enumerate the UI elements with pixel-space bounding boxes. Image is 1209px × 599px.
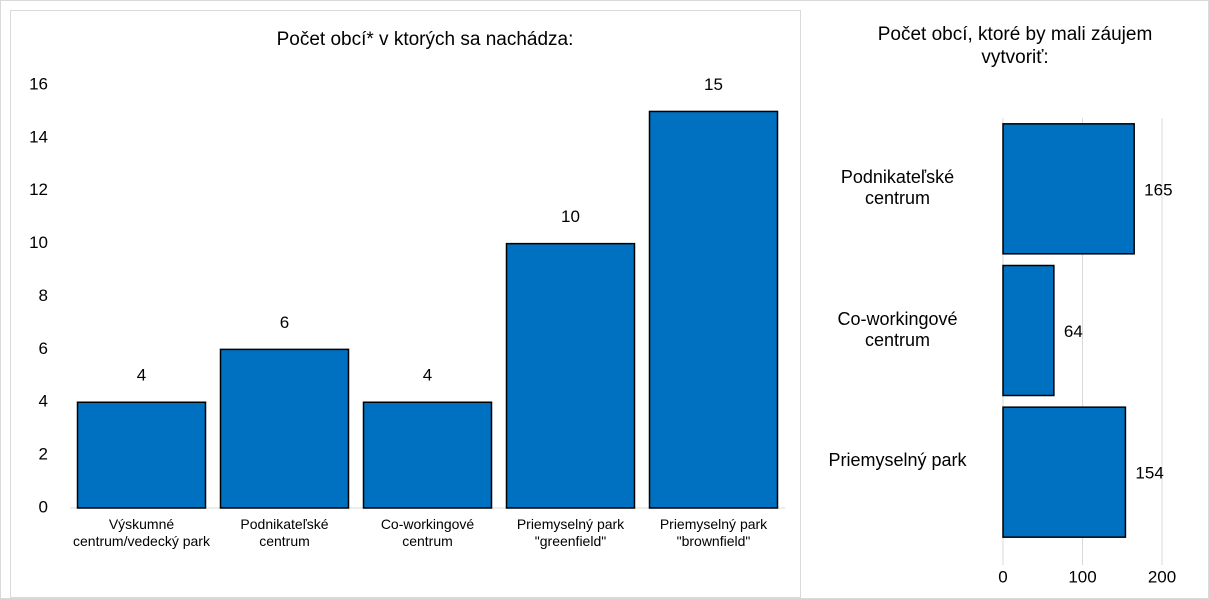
x-tick-label: 100 [1068, 567, 1096, 586]
chart-title: Počet obcí, ktoré by mali záujem vytvori… [877, 24, 1153, 68]
x-tick-label: 200 [1148, 567, 1176, 586]
x-tick-label: Priemyselný park "greenfield" [516, 516, 625, 549]
y-tick-label: 2 [39, 445, 48, 464]
data-label: 165 [1144, 180, 1172, 199]
x-tick-label: Podnikateľské centrum [240, 516, 329, 549]
y-tick-label: Podnikateľské centrum [840, 166, 955, 209]
y-tick-label: 8 [39, 286, 48, 305]
y-tick-label: 6 [39, 339, 48, 358]
bar [219, 348, 350, 509]
bar [505, 242, 636, 509]
bar [648, 110, 779, 509]
bar [362, 401, 493, 509]
y-tick-label: 12 [29, 180, 48, 199]
bar [1002, 264, 1055, 397]
data-label: 4 [423, 366, 432, 385]
bar [76, 401, 207, 509]
y-tick-label: 16 [29, 74, 48, 93]
y-tick-label: 10 [29, 233, 48, 252]
data-label: 154 [1135, 464, 1163, 483]
data-label: 4 [137, 366, 146, 385]
data-label: 15 [704, 75, 723, 94]
y-tick-label: Co-workingové centrum [837, 308, 958, 351]
data-label: 10 [561, 207, 580, 226]
x-tick-label: 0 [998, 567, 1007, 586]
y-tick-label: 0 [39, 497, 48, 516]
y-tick-label: 4 [39, 392, 48, 411]
bar [1002, 123, 1135, 255]
bar [1002, 406, 1127, 538]
data-label: 64 [1064, 322, 1083, 341]
y-tick-label: 14 [29, 127, 48, 146]
y-tick-label: Priemyselný park [828, 450, 967, 471]
left-frame [10, 10, 801, 598]
x-tick-label: Priemyselný park "brownfield" [659, 516, 768, 549]
chart-title: Počet obcí* v ktorých sa nachádza: [277, 29, 574, 50]
data-label: 6 [280, 313, 289, 332]
x-tick-label: Výskumné centrum/vedecký park [73, 516, 210, 549]
x-tick-label: Co-workingové centrum [380, 516, 475, 549]
